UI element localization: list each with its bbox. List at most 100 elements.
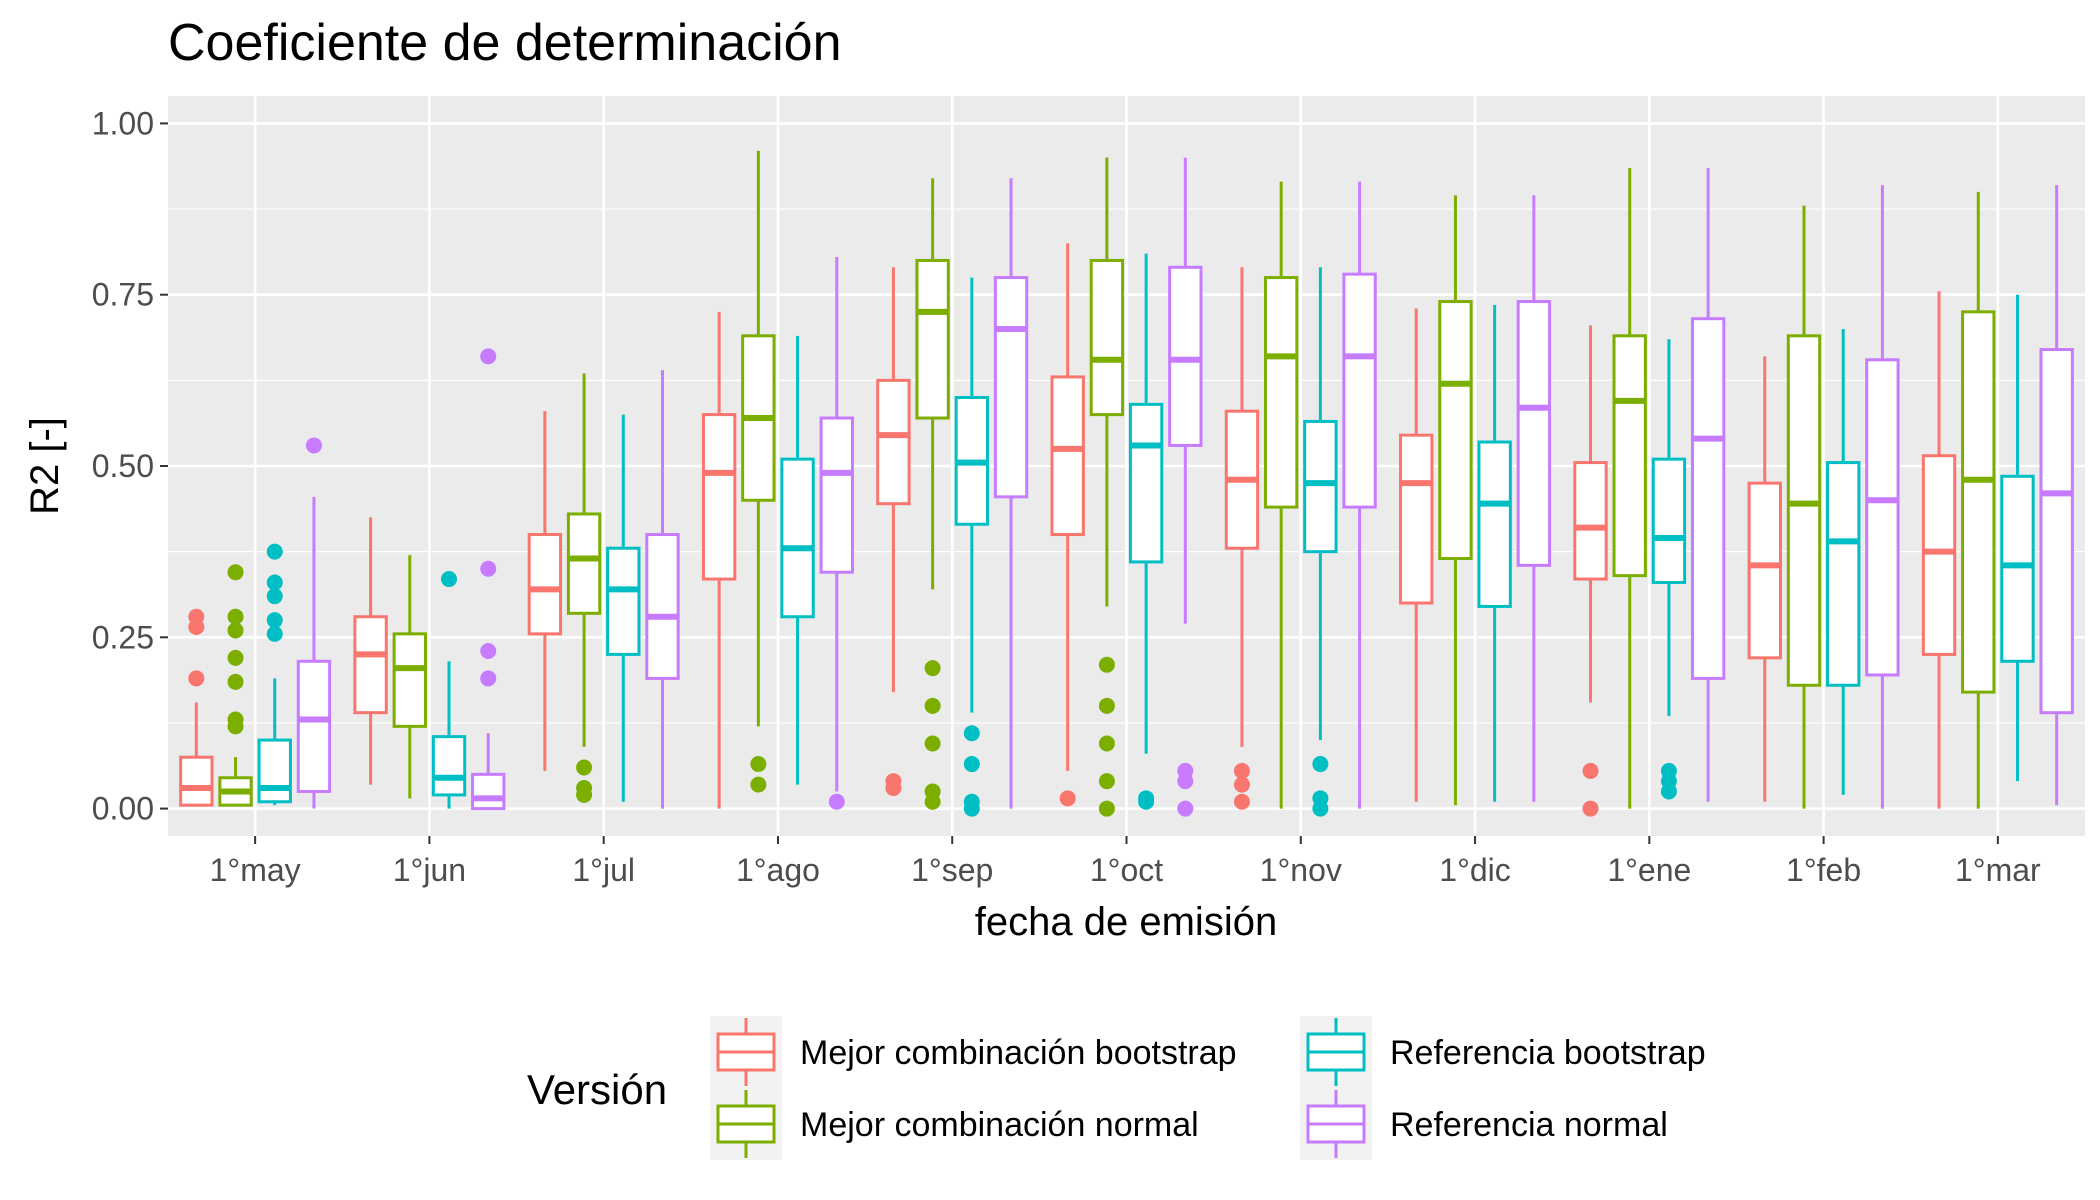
outlier-point [1177, 800, 1194, 817]
outlier-point [227, 622, 244, 639]
boxplot-group [1690, 167, 1726, 802]
boxplot-group [1747, 356, 1782, 802]
boxplot-group [701, 311, 737, 809]
outlier-point [1312, 756, 1329, 773]
box-iqr [645, 533, 680, 680]
outlier-point [227, 649, 244, 666]
box-iqr [2039, 348, 2074, 715]
box-iqr [1342, 272, 1377, 509]
box-iqr [780, 457, 815, 619]
outlier-point [1312, 790, 1329, 807]
outlier-point [227, 673, 244, 690]
box-iqr [1612, 334, 1647, 578]
legend-item: Referencia bootstrap [1300, 1016, 1706, 1088]
outlier-point [480, 560, 497, 577]
boxplot-group [1961, 191, 1996, 809]
box-iqr [1263, 276, 1299, 509]
boxplot-group [566, 373, 602, 803]
box-iqr [1438, 300, 1473, 560]
outlier-point [1177, 762, 1194, 779]
legend-label: Referencia bootstrap [1390, 1034, 1706, 1072]
outlier-point [1233, 793, 1250, 810]
y-tick-label: 0.75 [92, 277, 154, 313]
outlier-point [1098, 773, 1115, 790]
box-iqr [1168, 265, 1203, 447]
boxplot-group [1050, 243, 1085, 807]
boxplot-group [915, 178, 950, 810]
box-iqr [353, 615, 388, 715]
outlier-point [924, 697, 941, 714]
box-iqr [701, 413, 737, 581]
outlier-point [266, 574, 283, 591]
outlier-point [1059, 790, 1076, 807]
x-tick-label: 1°jul [572, 852, 635, 888]
box-iqr [1303, 419, 1338, 554]
box-iqr [1399, 433, 1434, 605]
outlier-point [480, 670, 497, 687]
boxplot-group [1573, 325, 1608, 817]
boxplot-group [780, 335, 815, 785]
box-iqr [1961, 310, 1996, 694]
box-iqr [392, 632, 427, 728]
boxplot-group [431, 571, 467, 809]
x-tick-label: 1°feb [1786, 852, 1861, 888]
boxplot-group [2000, 294, 2035, 782]
outlier-point [1582, 800, 1599, 817]
boxplot-group [257, 543, 292, 806]
boxplot-group [1303, 267, 1338, 817]
outlier-point [1660, 762, 1677, 779]
box-iqr [876, 378, 911, 506]
y-tick-label: 0.50 [92, 448, 154, 484]
legend-label: Mejor combinación normal [800, 1106, 1199, 1144]
outlier-point [480, 348, 497, 365]
box-iqr [1651, 457, 1687, 584]
boxplot-group [1826, 328, 1861, 795]
outlier-point [963, 793, 980, 810]
box-iqr [1050, 375, 1085, 537]
box-iqr [1921, 454, 1957, 656]
boxplot-group [606, 414, 641, 802]
boxplot-group [392, 555, 427, 799]
box-iqr [993, 276, 1029, 499]
boxplot-group [954, 277, 990, 817]
outlier-point [266, 543, 283, 560]
box-iqr [1089, 258, 1125, 417]
box-iqr [606, 546, 641, 656]
outlier-point [480, 643, 497, 659]
outlier-point [1233, 776, 1250, 793]
boxplot-group [296, 437, 332, 809]
box-iqr [431, 735, 467, 797]
boxplot-group [1612, 167, 1647, 809]
box-iqr [1690, 317, 1726, 680]
y-axis-title: R2 [-] [23, 417, 67, 515]
outlier-point [1233, 762, 1250, 779]
boxes [179, 150, 2074, 817]
x-tick-label: 1°sep [911, 852, 993, 888]
legend-item: Mejor combinación normal [710, 1088, 1199, 1160]
box-iqr [179, 755, 214, 807]
outlier-point [924, 783, 941, 800]
outlier-point [188, 670, 205, 687]
boxplot-group [1477, 304, 1512, 802]
outlier-point [188, 608, 205, 625]
outlier-point [576, 759, 593, 776]
legend-item: Referencia normal [1300, 1088, 1668, 1160]
outlier-point [1098, 800, 1115, 817]
box-iqr [566, 512, 602, 615]
boxplot-group [1128, 253, 1164, 810]
legend: Versión Mejor combinación bootstrap Mejor… [527, 1016, 1706, 1160]
outlier-point [227, 711, 244, 728]
boxplot-group [645, 370, 680, 809]
boxplot-group [1516, 195, 1552, 802]
boxplot-group [471, 348, 506, 811]
x-tick-label: 1°ene [1607, 852, 1691, 888]
y-tick-label: 1.00 [92, 105, 154, 141]
outlier-point [1138, 790, 1155, 807]
boxplot-group [993, 178, 1029, 809]
outlier-point [828, 793, 845, 810]
x-tick-label: 1°oct [1090, 852, 1163, 888]
outlier-point [1582, 762, 1599, 779]
x-axis-title: fecha de emisión [975, 900, 1277, 944]
boxplot-group [1399, 308, 1434, 802]
